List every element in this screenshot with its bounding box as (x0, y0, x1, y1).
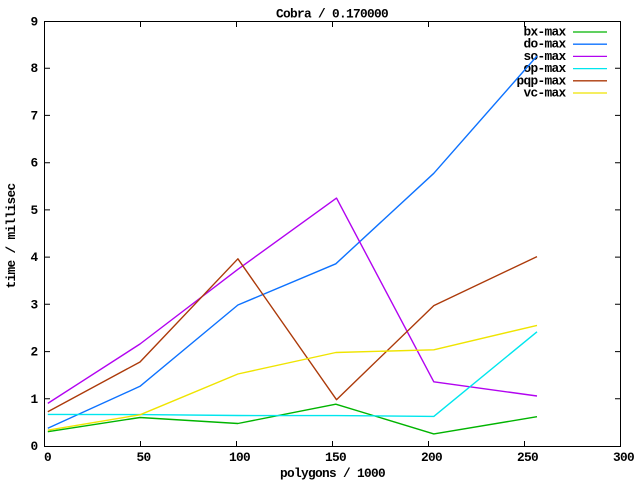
svg-text:9: 9 (31, 14, 38, 29)
svg-text:5: 5 (31, 203, 39, 218)
svg-text:2: 2 (31, 345, 38, 360)
svg-text:4: 4 (31, 250, 39, 265)
svg-text:do-max: do-max (524, 37, 567, 52)
svg-text:time / millisec: time / millisec (4, 184, 19, 289)
svg-text:1: 1 (31, 392, 39, 407)
svg-text:Cobra / 0.170000: Cobra / 0.170000 (276, 7, 388, 22)
svg-text:200: 200 (421, 450, 442, 465)
svg-text:300: 300 (613, 450, 634, 465)
svg-text:so-max: so-max (524, 49, 567, 64)
svg-text:8: 8 (31, 61, 38, 76)
svg-text:6: 6 (31, 156, 38, 171)
svg-text:3: 3 (31, 297, 39, 312)
svg-text:50: 50 (137, 450, 151, 465)
svg-text:vc-max: vc-max (524, 86, 567, 101)
svg-text:op-max: op-max (524, 61, 567, 76)
svg-text:0: 0 (31, 439, 38, 454)
svg-text:7: 7 (31, 108, 38, 123)
svg-text:250: 250 (517, 450, 538, 465)
svg-text:pqp-max: pqp-max (517, 73, 567, 88)
svg-text:bx-max: bx-max (524, 25, 567, 40)
svg-text:150: 150 (325, 450, 346, 465)
svg-text:0: 0 (44, 450, 51, 465)
svg-text:100: 100 (229, 450, 250, 465)
svg-text:polygons / 1000: polygons / 1000 (280, 466, 385, 480)
